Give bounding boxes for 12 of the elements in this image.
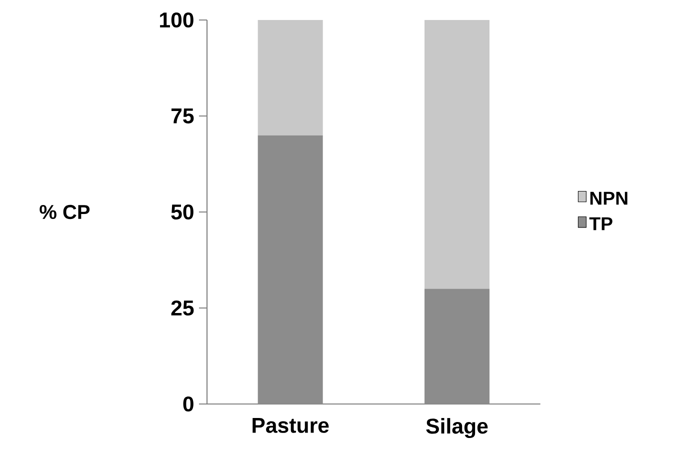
legend-label: NPN — [590, 192, 628, 205]
x-tick-label: Silage — [426, 418, 488, 438]
bar — [424, 20, 490, 289]
legend-label: TP — [589, 217, 612, 230]
bar — [258, 20, 323, 136]
y-tick-label: 100 — [160, 12, 194, 28]
y-tick-label: 50 — [171, 204, 194, 220]
y-tick-label: 25 — [171, 300, 194, 316]
x-tick-label: Pasture — [252, 418, 329, 433]
y-axis-title: % CP — [40, 204, 90, 220]
y-tick-label: 75 — [171, 108, 194, 124]
y-tick-label: 0 — [183, 396, 194, 412]
